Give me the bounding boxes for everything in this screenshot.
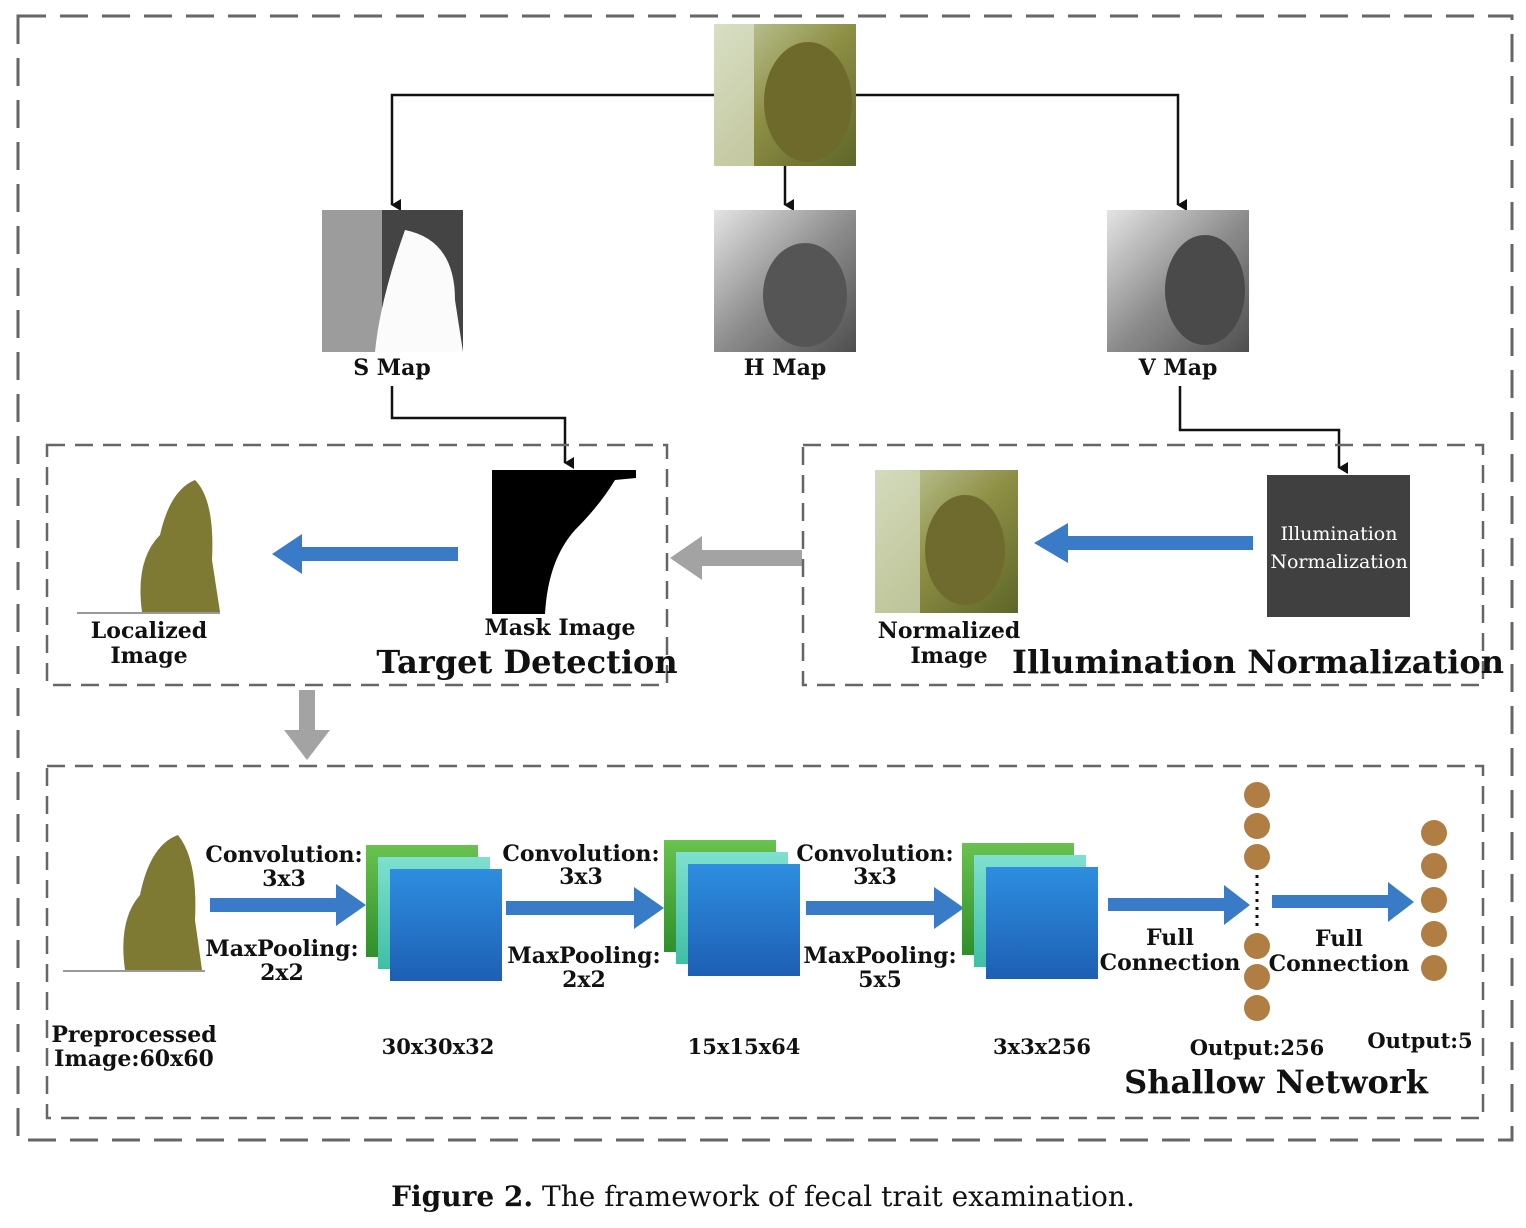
arrow-to-s-map bbox=[390, 93, 714, 211]
gray-arrow-down bbox=[284, 690, 330, 760]
output-5-neurons bbox=[1421, 820, 1447, 981]
dims-label-3: 3x3x256 bbox=[993, 1034, 1091, 1059]
pool-size-2: 2x2 bbox=[562, 967, 606, 993]
source-image bbox=[714, 24, 856, 166]
preprocessed-label-line2: Image:60x60 bbox=[54, 1046, 214, 1072]
shallow-network-box bbox=[45, 764, 1485, 1120]
conv-label-1: Convolution: bbox=[205, 842, 362, 868]
conv-arrow-2 bbox=[506, 887, 664, 929]
dims-label-2: 15x15x64 bbox=[688, 1034, 801, 1059]
s-map-label: S Map bbox=[353, 355, 431, 381]
illumination-block-line1: Illumination bbox=[1281, 523, 1398, 545]
gray-arrow-illum-to-target bbox=[670, 536, 802, 580]
caption-label: Figure 2. bbox=[391, 1180, 534, 1213]
fc2-label-line1: Full bbox=[1315, 926, 1363, 952]
mask-label: Mask Image bbox=[484, 615, 635, 641]
illumination-normalization-box bbox=[801, 443, 1485, 687]
target-detection-title: Target Detection bbox=[376, 643, 677, 681]
illumination-normalization-block bbox=[1267, 475, 1410, 617]
conv-label-3: Convolution: bbox=[796, 841, 953, 867]
outer-frame bbox=[16, 14, 1514, 1142]
arrow-to-v-map bbox=[856, 93, 1187, 211]
localized-label-line2: Image bbox=[110, 643, 187, 669]
illumination-normalization-title: Illumination Normalization bbox=[1012, 643, 1504, 681]
blue-arrow-illum-to-normalized bbox=[1034, 523, 1253, 563]
preprocessed-label-line1: Preprocessed bbox=[51, 1022, 216, 1048]
v-map-label: V Map bbox=[1138, 355, 1218, 381]
illumination-block-line2: Normalization bbox=[1270, 551, 1407, 573]
conv-arrow-3 bbox=[806, 887, 964, 929]
preprocessed-image bbox=[63, 835, 205, 972]
figure-caption: Figure 2. The framework of fecal trait e… bbox=[0, 1180, 1526, 1213]
localized-label-line1: Localized bbox=[91, 618, 207, 644]
fc2-label-line2: Connection bbox=[1269, 951, 1410, 977]
pool-label-3: MaxPooling: bbox=[803, 943, 956, 969]
caption-text: The framework of fecal trait examination… bbox=[533, 1180, 1135, 1213]
feature-map-stack-1 bbox=[366, 845, 502, 981]
full-connection-arrow-2 bbox=[1272, 882, 1414, 922]
feature-map-stack-3 bbox=[962, 843, 1098, 979]
fc1-label-line1: Full bbox=[1146, 925, 1194, 951]
full-connection-arrow-1 bbox=[1108, 885, 1250, 925]
conv-size-3: 3x3 bbox=[853, 864, 897, 890]
h-map-image bbox=[714, 210, 856, 352]
conv-size-1: 3x3 bbox=[262, 866, 306, 892]
normalized-label-line1: Normalized bbox=[878, 618, 1021, 644]
mask-image bbox=[492, 470, 636, 614]
framework-diagram: S Map H Map V Map Localized Image Mask I… bbox=[16, 14, 1514, 1142]
output-5-label: Output:5 bbox=[1367, 1028, 1472, 1053]
pool-size-1: 2x2 bbox=[260, 960, 304, 986]
blue-arrow-mask-to-localized bbox=[272, 534, 458, 574]
h-map-label: H Map bbox=[744, 355, 826, 381]
s-map-image bbox=[322, 210, 463, 352]
output-256-neurons bbox=[1244, 782, 1270, 1021]
output-256-label: Output:256 bbox=[1190, 1035, 1325, 1060]
localized-image bbox=[77, 480, 220, 614]
dims-label-1: 30x30x32 bbox=[382, 1034, 495, 1059]
normalized-label-line2: Image bbox=[910, 643, 987, 669]
shallow-network-title: Shallow Network bbox=[1124, 1063, 1429, 1101]
conv-arrow-1 bbox=[210, 884, 366, 926]
arrow-s-to-mask bbox=[390, 386, 574, 469]
conv-size-2: 3x3 bbox=[559, 864, 603, 890]
pool-size-3: 5x5 bbox=[858, 967, 902, 993]
pool-label-1: MaxPooling: bbox=[205, 936, 358, 962]
arrow-v-to-illum bbox=[1178, 386, 1348, 474]
fc1-label-line2: Connection bbox=[1100, 950, 1241, 976]
v-map-image bbox=[1107, 210, 1249, 352]
conv-label-2: Convolution: bbox=[502, 841, 659, 867]
pool-label-2: MaxPooling: bbox=[507, 943, 660, 969]
normalized-image bbox=[875, 470, 1018, 613]
target-detection-box bbox=[45, 443, 669, 687]
feature-map-stack-2 bbox=[664, 840, 800, 976]
